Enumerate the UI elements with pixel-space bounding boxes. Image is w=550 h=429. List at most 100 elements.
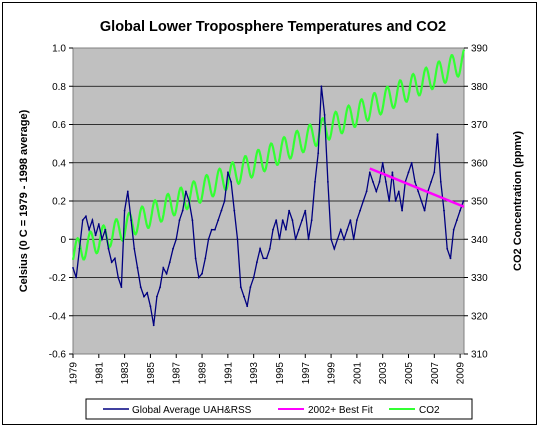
temperature-point [78,247,81,250]
series-co2 [71,49,466,261]
temperature-point [168,261,171,264]
temperature-point [217,219,220,222]
temperature-point [117,276,120,279]
y-left-tick-label: 0.2 [52,197,66,208]
temperature-point [462,200,465,202]
temperature-point [188,200,191,202]
temperature-point [101,238,103,241]
temperature-point [417,190,420,193]
series-temperature [72,85,465,327]
temperature-point [143,295,145,298]
y-right-tick-label: 370 [471,120,488,131]
temperature-point [185,190,187,193]
temperature-point [388,200,391,202]
temperature-point [410,161,413,164]
temperature-point [456,219,458,222]
temperature-point [423,209,426,212]
temperature-point [449,257,452,260]
legend: Global Average UAH&RSS 2002+ Best Fit CO… [85,398,473,420]
temperature-point [149,305,152,308]
temperature-point [85,215,87,218]
temperature-point [75,276,78,279]
x-tick-label: 2005 [404,362,415,385]
temperature-point [107,247,110,250]
chart-svg: Global Lower Troposphere Temperatures an… [18,19,524,420]
temperature-point [233,209,236,212]
temperature-point [156,295,158,298]
temperature-point [359,209,361,212]
temperature-point [249,286,252,288]
y-right-tick-label: 350 [471,197,488,208]
temperature-point [133,247,136,250]
temperature-point [352,238,355,241]
x-tick-label: 1983 [120,362,131,385]
temperature-point [307,238,310,241]
temperature-point [178,219,181,222]
x-ticks: 1979 1981 1983 1985 1987 1989 1991 1993 1995 1997… [69,354,467,384]
temperature-point [339,228,342,231]
temperature-point [126,190,129,193]
temperature-point [152,324,155,327]
y-left-tick-label: 0.8 [52,82,66,93]
temperature-point [120,286,123,288]
y-right-tick-label: 320 [471,311,488,322]
y-left-tick-label: 0.4 [52,158,66,169]
temperature-point [317,152,320,155]
x-tick-label: 1997 [301,362,312,385]
temperature-point [375,190,378,193]
temperature-point [223,200,226,202]
temperature-point [139,286,142,288]
temperature-point [439,181,442,183]
y-left-tick-label: -0.2 [49,273,67,284]
chart-title: Global Lower Troposphere Temperatures an… [100,19,446,35]
temperature-point [336,238,339,241]
y-left-axis-title: Celsius (0 C = 1979 - 1998 average) [18,109,30,292]
temperature-point [175,238,178,241]
temperature-point [262,257,265,260]
temperature-point [314,181,316,183]
best-fit-line [369,167,465,208]
temperature-point [201,272,203,275]
temperature-point [333,247,336,250]
temperature-point [391,171,394,174]
temperature-point [320,85,323,88]
temperature-point [394,200,397,202]
temperature-point [356,219,358,222]
temperature-point [243,295,245,298]
x-tick-label: 1989 [198,362,209,385]
y-right-ticks: 310 320 330 340 350 360 370 380 390 [464,44,488,361]
temperature-point [210,228,213,231]
temperature-point [349,219,352,222]
temperature-point [272,228,274,231]
co2-line [71,49,466,261]
temperature-point [294,238,297,241]
temperature-point [110,261,113,264]
temperature-point [230,181,233,183]
temperature-point [285,228,287,231]
x-tick-label: 2001 [352,362,363,385]
x-tick-label: 1985 [146,362,157,385]
temperature-point [372,181,374,183]
x-tick-label: 2007 [430,362,441,385]
temperature-point [291,219,294,222]
temperature-point [281,219,284,222]
temperature-point [443,209,445,212]
temperature-line [72,86,465,326]
temperature-point [430,181,432,183]
x-tick-label: 2003 [378,362,389,385]
y-right-tick-label: 340 [471,235,488,246]
x-tick-label: 1991 [223,362,234,385]
temperature-point [172,247,174,250]
temperature-point [146,291,149,294]
y-right-tick-label: 310 [471,350,488,361]
y-left-tick-label: -0.4 [49,311,67,322]
temperature-point [401,209,403,212]
y-right-axis-title: CO2 Concentration (ppmv) [512,131,524,271]
temperature-point [362,200,365,202]
temperature-point [446,247,449,250]
temperature-point [268,247,271,250]
temperature-point [214,228,216,231]
temperature-point [275,219,278,222]
temperature-point [159,286,162,288]
x-tick-label: 1987 [172,362,183,385]
